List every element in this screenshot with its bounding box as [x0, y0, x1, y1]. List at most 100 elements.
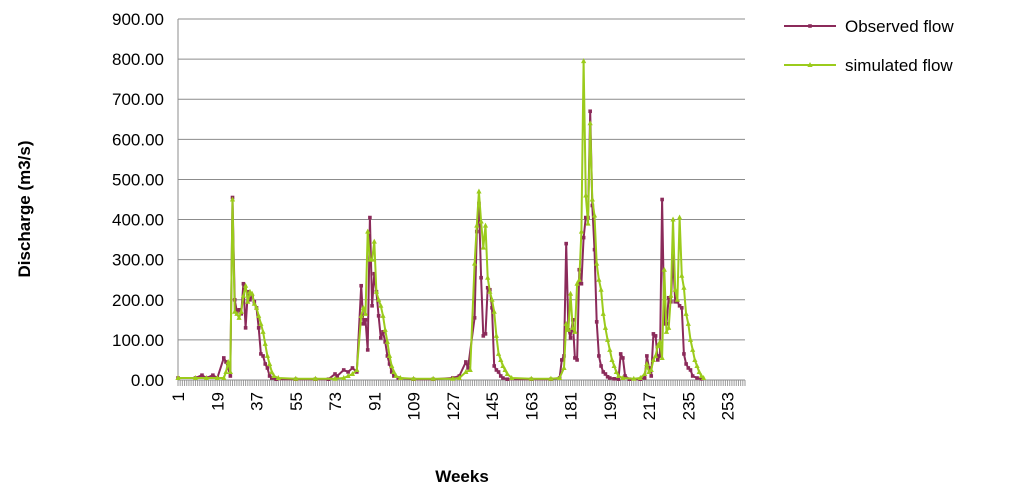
data-point [583, 192, 589, 198]
data-point [655, 358, 660, 362]
data-point [355, 370, 359, 374]
data-point [214, 374, 220, 380]
data-point [674, 296, 680, 302]
data-point [275, 374, 281, 380]
data-point [589, 196, 595, 202]
data-point [620, 374, 626, 380]
data-point [361, 322, 366, 326]
data-point [563, 320, 569, 326]
data-point [226, 366, 230, 370]
data-point [482, 222, 489, 228]
data-point [262, 340, 268, 346]
data-point [224, 360, 228, 364]
data-point [574, 280, 580, 286]
data-point [483, 332, 488, 336]
data-point [175, 374, 181, 380]
x-tick-label: 19 [208, 392, 227, 411]
data-point [269, 368, 275, 374]
data-point [579, 281, 584, 286]
data-point [677, 303, 682, 308]
data-point [192, 374, 199, 380]
y-axis-title: Discharge (m3/s) [15, 141, 34, 278]
data-point [378, 302, 384, 308]
data-point [672, 286, 678, 292]
data-point [384, 338, 390, 344]
data-point [659, 354, 665, 360]
data-point [673, 299, 678, 304]
x-tick-label: 37 [248, 392, 267, 411]
data-point [655, 342, 661, 348]
data-point [249, 290, 255, 296]
data-point [690, 374, 695, 378]
data-point [687, 336, 694, 342]
data-point [265, 366, 270, 370]
y-tick-label: 900.00 [112, 10, 164, 29]
data-point [479, 275, 483, 280]
data-point [489, 296, 495, 302]
data-point [360, 304, 366, 310]
data-point [200, 373, 204, 377]
data-point [609, 356, 615, 362]
data-point [670, 216, 676, 222]
data-point [505, 377, 510, 381]
data-point [581, 58, 587, 64]
legend-label: Observed flow [845, 17, 954, 36]
data-point [651, 332, 656, 336]
data-point [243, 282, 249, 288]
data-point [498, 356, 504, 362]
data-point [568, 336, 573, 340]
data-point [596, 276, 602, 282]
data-point [466, 366, 470, 370]
data-point [576, 276, 582, 282]
data-point [600, 310, 606, 316]
data-point [346, 370, 350, 374]
data-point [335, 374, 339, 378]
data-point [615, 372, 622, 378]
data-point [238, 308, 244, 314]
data-point [354, 366, 360, 372]
data-point [658, 354, 662, 358]
data-point [387, 362, 392, 366]
data-point [372, 271, 377, 276]
data-point [491, 308, 497, 314]
data-point [341, 368, 346, 372]
data-point [560, 358, 564, 362]
data-point [642, 370, 648, 376]
data-point [663, 328, 670, 334]
data-point [241, 281, 246, 286]
data-point [211, 373, 215, 377]
legend-marker [807, 62, 813, 67]
data-point [695, 376, 699, 380]
data-point [650, 356, 657, 362]
data-point [450, 375, 456, 381]
data-point [472, 316, 477, 320]
data-point [365, 348, 370, 352]
data-point [696, 368, 702, 374]
series-group [175, 58, 707, 381]
data-point [585, 220, 591, 226]
data-point [613, 368, 619, 374]
data-point [234, 310, 240, 316]
data-point [564, 241, 568, 246]
x-tick-label: 199 [601, 392, 620, 420]
data-point [227, 368, 233, 374]
data-point [662, 322, 667, 326]
data-point [496, 370, 501, 374]
data-point [256, 326, 261, 330]
data-point [379, 336, 383, 340]
data-point [397, 374, 404, 380]
data-point [666, 324, 672, 330]
data-point [581, 235, 586, 240]
data-point [365, 228, 371, 234]
y-tick-label: 500.00 [112, 170, 164, 189]
data-point [236, 314, 242, 320]
data-point [369, 256, 375, 262]
data-point [688, 368, 693, 372]
data-point [478, 218, 484, 224]
x-tick-label: 1 [169, 392, 188, 401]
data-point [350, 366, 355, 370]
data-point [649, 374, 654, 378]
data-point [345, 372, 351, 378]
data-point [386, 352, 393, 358]
legend-marker [808, 24, 812, 28]
